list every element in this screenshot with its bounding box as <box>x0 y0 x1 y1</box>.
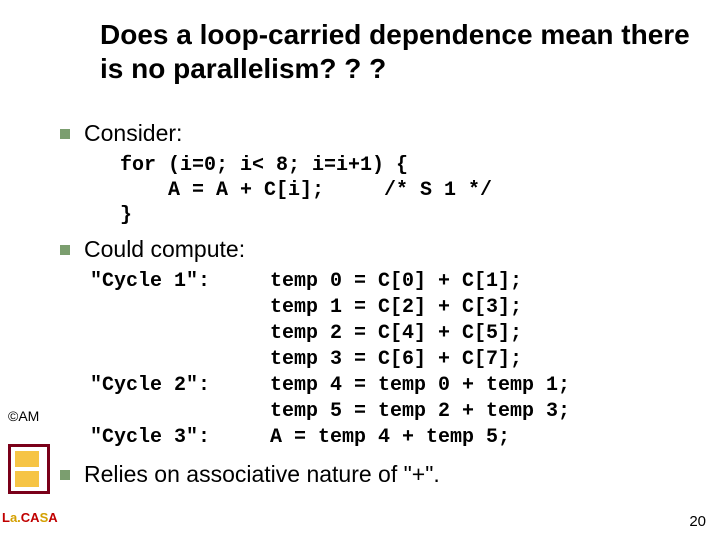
slide-body: Consider: for (i=0; i< 8; i=i+1) { A = A… <box>60 120 690 494</box>
lacasa-c: CA <box>21 510 40 525</box>
cycle-code: temp 0 = C[0] + C[1]; temp 1 = C[2] + C[… <box>270 269 570 451</box>
bullet-text: Could compute: <box>84 236 245 263</box>
code-block-2: "Cycle 1": "Cycle 2": "Cycle 3": temp 0 … <box>90 269 690 451</box>
lacasa-l: L <box>2 510 10 525</box>
slide-title: Does a loop-carried dependence mean ther… <box>100 18 690 85</box>
page-number: 20 <box>689 513 706 530</box>
lacasa-a1: a. <box>10 510 21 525</box>
slide: Does a loop-carried dependence mean ther… <box>0 0 720 540</box>
bullet-row: Relies on associative nature of "+". <box>60 461 690 488</box>
code-block-1: for (i=0; i< 8; i=i+1) { A = A + C[i]; /… <box>120 153 690 228</box>
cycle-labels: "Cycle 1": "Cycle 2": "Cycle 3": <box>90 269 270 451</box>
logo-icon <box>8 444 50 494</box>
lacasa-a2: A <box>48 510 57 525</box>
bullet-text: Relies on associative nature of "+". <box>84 461 440 488</box>
bullet-icon <box>60 470 70 480</box>
lacasa-label: La.CASA <box>2 510 58 525</box>
bullet-row: Consider: <box>60 120 690 147</box>
bullet-icon <box>60 245 70 255</box>
logo-part <box>15 451 39 467</box>
copyright-am: ©AM <box>8 408 39 424</box>
bullet-icon <box>60 129 70 139</box>
bullet-text: Consider: <box>84 120 182 147</box>
bullet-row: Could compute: <box>60 236 690 263</box>
lacasa-s: S <box>40 510 49 525</box>
logo-part <box>15 471 39 487</box>
